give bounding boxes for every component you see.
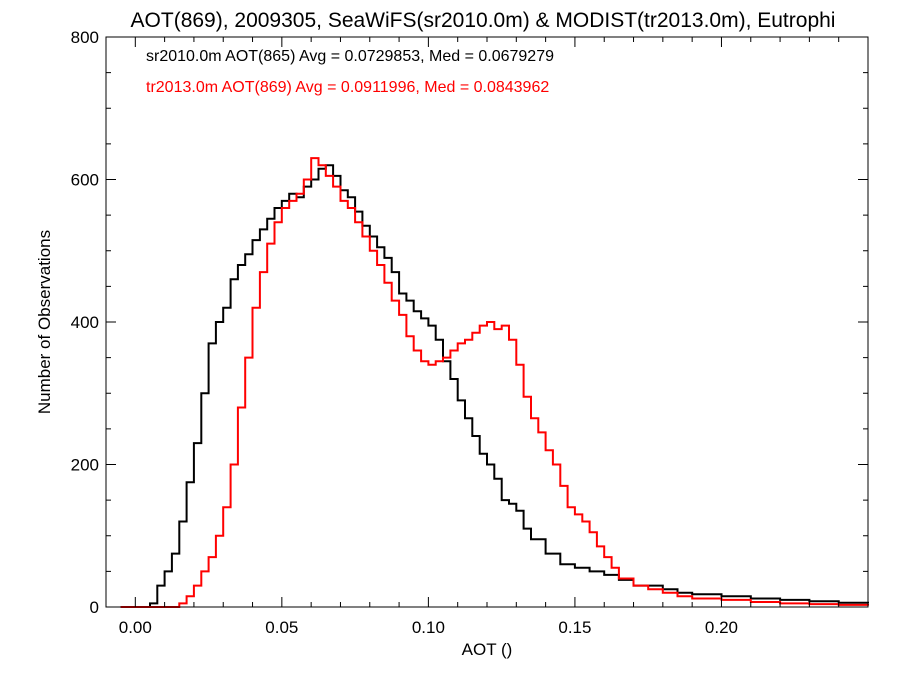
y-tick-label: 400 [71,313,99,332]
series-line-1 [120,157,869,608]
y-tick-label: 200 [71,456,99,475]
legend-entry-tr2013: tr2013.0m AOT(869) Avg = 0.0911996, Med … [146,79,549,96]
x-tick-label: 0.00 [119,618,152,637]
legend-entry-sr2010: sr2010.0m AOT(865) Avg = 0.0729853, Med … [146,48,554,65]
x-axis-label: AOT () [462,640,513,659]
y-tick-label: 800 [71,28,99,47]
x-tick-label: 0.15 [558,618,591,637]
tick-labels: 0.00 0.05 0.10 0.15 0.20 0 200 400 600 800 [71,28,738,637]
series-line-0 [120,164,869,608]
y-tick-label: 600 [71,171,99,190]
y-tick-label: 0 [90,598,99,617]
x-tick-label: 0.10 [412,618,445,637]
chart-title: AOT(869), 2009305, SeaWiFS(sr2010.0m) & … [131,9,836,32]
x-tick-label: 0.20 [705,618,738,637]
y-axis-label: Number of Observations [35,230,54,414]
x-tick-label: 0.05 [265,618,298,637]
axis-ticks [105,36,869,608]
plot-area [120,157,869,608]
